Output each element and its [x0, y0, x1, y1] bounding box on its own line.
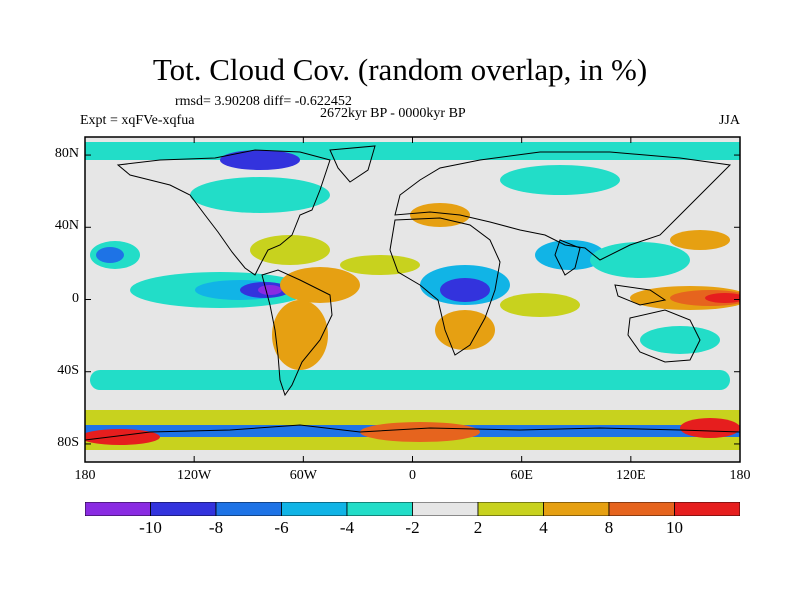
colorbar-swatch: [477, 502, 544, 516]
anomaly-positive-region: [670, 230, 730, 250]
coastline-maritime-continent: [614, 284, 667, 306]
x-tick-label: 60W: [289, 468, 317, 483]
colorbar-label: 8: [604, 518, 614, 537]
anomaly-positive-region: [250, 235, 330, 265]
anomaly-positive-region: [435, 310, 495, 350]
map-title: Tot. Cloud Cov. (random overlap, in %): [152, 52, 648, 87]
colorbar-swatch: [608, 502, 675, 516]
season-label: JJA: [718, 113, 740, 128]
y-tick-label: 80S: [57, 434, 79, 450]
coastlines: [85, 145, 740, 441]
x-tick-label: 60E: [510, 468, 533, 483]
rmsd-diff-stats: rmsd= 3.90208 diff= -0.622452: [175, 94, 352, 109]
anomaly-positive-region: [85, 429, 160, 445]
coastline-south-america: [261, 269, 333, 397]
x-tick-label: 180: [729, 468, 751, 483]
anomaly-negative-region: [220, 150, 300, 170]
anomaly-negative-region: [190, 177, 330, 213]
colorbar-swatch: [543, 502, 610, 516]
coastline-eurasia: [394, 151, 732, 261]
anomaly-negative-region: [440, 278, 490, 302]
coastline-india: [554, 239, 581, 276]
coastline-antarctica: [85, 424, 740, 441]
coastline-greenland: [329, 145, 376, 183]
x-tick-label: 120E: [616, 468, 646, 483]
colorbar-label: 2: [473, 518, 483, 537]
anomaly-negative-region: [258, 285, 282, 295]
anomaly-negative-region: [590, 242, 690, 278]
coastline-africa: [389, 217, 501, 356]
y-tick-label: 40N: [54, 218, 79, 234]
y-tick-label: 80N: [54, 146, 79, 162]
colorbar-swatch: [85, 502, 151, 516]
anomaly-positive-region: [705, 293, 740, 303]
colorbar-label: -6: [274, 518, 289, 537]
anomaly-negative-region: [535, 240, 605, 270]
anomaly-negative-region: [500, 165, 620, 195]
colorbar-swatch: [281, 502, 348, 516]
anomaly-negative-region: [90, 370, 730, 390]
anomaly-positive-region: [360, 422, 480, 442]
colorbar-label: 10: [666, 518, 683, 537]
coastline-north-america: [116, 149, 331, 276]
colorbar-swatch: [412, 502, 479, 516]
experiment-label: Expt = xqFVe-xqfua: [80, 113, 195, 128]
anomaly-positive-region: [280, 267, 360, 303]
colorbar-swatch: [215, 502, 282, 516]
colorbar-label: -2: [405, 518, 420, 537]
cloud-anomaly-field: [85, 142, 740, 450]
y-tick-label: 0: [72, 290, 79, 306]
x-tick-label: 120W: [177, 468, 212, 483]
time-period-label: 2672kyr BP - 0000kyr BP: [320, 106, 466, 121]
coastline-australia: [627, 309, 701, 363]
colorbar-swatch: [346, 502, 413, 516]
colorbar-label: 4: [539, 518, 548, 537]
anomaly-positive-region: [272, 300, 328, 370]
colorbar-swatch: [674, 502, 740, 516]
anomaly-negative-region: [96, 247, 124, 263]
anomaly-positive-region: [340, 255, 420, 275]
anomaly-negative-region: [640, 326, 720, 354]
anomaly-positive-region: [500, 293, 580, 317]
colorbar-label: -4: [339, 518, 355, 537]
colorbar-swatch: [150, 502, 217, 516]
y-tick-label: 40S: [57, 362, 79, 378]
axis-tickmarks: [84, 137, 741, 462]
colorbar-label: -8: [208, 518, 224, 537]
colorbar-label: -10: [139, 518, 162, 537]
anomaly-negative-region: [85, 142, 740, 160]
colorbar: [85, 502, 740, 516]
anomaly-positive-region: [680, 418, 740, 438]
x-tick-label: 180: [74, 468, 96, 483]
x-tick-label: 0: [409, 468, 416, 483]
